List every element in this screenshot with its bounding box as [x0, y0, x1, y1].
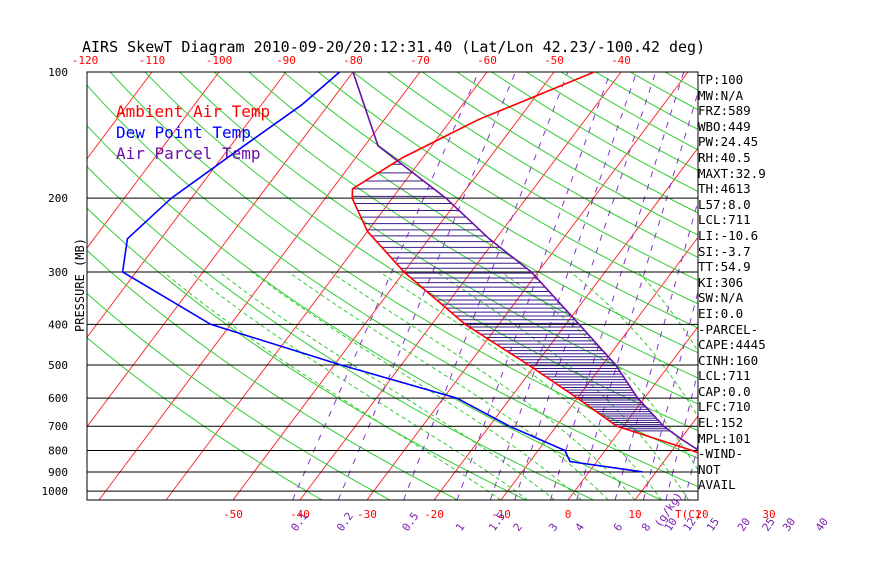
moist-adiabat-line: [501, 272, 715, 500]
mixing-ratio-tick-label: 1: [453, 521, 467, 534]
stability-index: L57:8.0: [698, 197, 868, 213]
stability-index: -WIND-: [698, 446, 868, 462]
stability-index: KI:306: [698, 275, 868, 291]
mixing-ratio-tick-label: 3: [546, 521, 560, 534]
top-temp-tick-label: -40: [611, 54, 631, 67]
mixing-ratio-tick-label: 40: [813, 515, 831, 533]
isotherm-line: [0, 72, 18, 500]
top-temp-tick-label: -70: [410, 54, 430, 67]
mixing-ratio-tick-label: 0.5: [399, 510, 421, 534]
stability-index: WBO:449: [698, 119, 868, 135]
stability-index: NOT: [698, 462, 868, 478]
mixing-ratio-tick-label: 30: [780, 515, 798, 533]
stability-index: FRZ:589: [698, 103, 868, 119]
legend-entry: Air Parcel Temp: [116, 144, 261, 163]
stability-index: EI:0.0: [698, 306, 868, 322]
moist-adiabat-line: [219, 272, 554, 500]
pressure-tick-label: 900: [48, 466, 68, 479]
mixing-ratio-tick-label: 0.2: [334, 510, 356, 534]
stability-index: RH:40.5: [698, 150, 868, 166]
pressure-tick-label: 400: [48, 318, 68, 331]
cape-hatch: [352, 164, 670, 431]
stability-index: SW:N/A: [698, 290, 868, 306]
stability-index: MPL:101: [698, 431, 868, 447]
legend: Ambient Air Temp Dew Point Temp Air Parcel…: [116, 102, 270, 163]
pressure-tick-label: 700: [48, 420, 68, 433]
mixing-ratio-line: [293, 72, 479, 500]
isotherm-line: [367, 72, 688, 500]
mixing-ratio-line: [490, 72, 636, 500]
stability-index: TH:4613: [698, 181, 868, 197]
top-temp-tick-label: -100: [206, 54, 233, 67]
pressure-tick-label: 600: [48, 392, 68, 405]
stability-index: LCL:711: [698, 212, 868, 228]
pressure-tick-label: 200: [48, 192, 68, 205]
y-axis-label: PRESSURE (MB): [73, 238, 87, 332]
stability-index: SI:-3.7: [698, 244, 868, 260]
stability-index: TT:54.9: [698, 259, 868, 275]
stability-index: TP:100: [698, 72, 868, 88]
stability-index: LFC:710: [698, 399, 868, 415]
bottom-temp-tick-label: 10: [628, 508, 641, 521]
top-temp-tick-label: -120: [72, 54, 99, 67]
moist-adiabat-line: [164, 272, 502, 500]
pressure-tick-label: 100: [48, 66, 68, 79]
top-temp-tick-label: -50: [544, 54, 564, 67]
moist-adiabat-line: [190, 272, 528, 500]
legend-entry: Ambient Air Temp: [116, 102, 270, 121]
pressure-tick-label: 500: [48, 359, 68, 372]
bottom-temp-tick-label: -20: [424, 508, 444, 521]
mixing-ratio-line: [550, 72, 683, 500]
legend-entry: Dew Point Temp: [116, 123, 251, 142]
isotherm-line: [300, 72, 621, 500]
bottom-temp-tick-label: -50: [223, 508, 243, 521]
isotherm-line: [233, 72, 554, 500]
top-temp-tick-label: -80: [343, 54, 363, 67]
stability-index: EL:152: [698, 415, 868, 431]
stability-index: LCL:711: [698, 368, 868, 384]
pressure-tick-label: 1000: [42, 485, 69, 498]
stability-index: CAP:0.0: [698, 384, 868, 400]
top-temp-tick-label: -110: [139, 54, 166, 67]
stability-index: CAPE:4445: [698, 337, 868, 353]
mixing-ratio-tick-label: 6: [611, 521, 625, 534]
top-temp-tick-label: -90: [276, 54, 296, 67]
stability-index: MW:N/A: [698, 88, 868, 104]
mixing-ratio-tick-label: 2: [511, 521, 525, 534]
stability-index: LI:-10.6: [698, 228, 868, 244]
stability-index: PW:24.45: [698, 134, 868, 150]
stability-index: MAXT:32.9: [698, 166, 868, 182]
top-temp-tick-label: -60: [477, 54, 497, 67]
pressure-tick-label: 300: [48, 266, 68, 279]
mixing-ratio-tick-label: 4: [573, 521, 588, 534]
mixing-ratio-tick-label: 20: [735, 515, 753, 533]
bottom-temp-tick-label: -30: [357, 508, 377, 521]
stability-index: CINH:160: [698, 353, 868, 369]
stability-index: -PARCEL-: [698, 322, 868, 338]
pressure-tick-label: 800: [48, 445, 68, 458]
stability-index: AVAIL: [698, 477, 868, 493]
bottom-temp-tick-label: 0: [565, 508, 572, 521]
